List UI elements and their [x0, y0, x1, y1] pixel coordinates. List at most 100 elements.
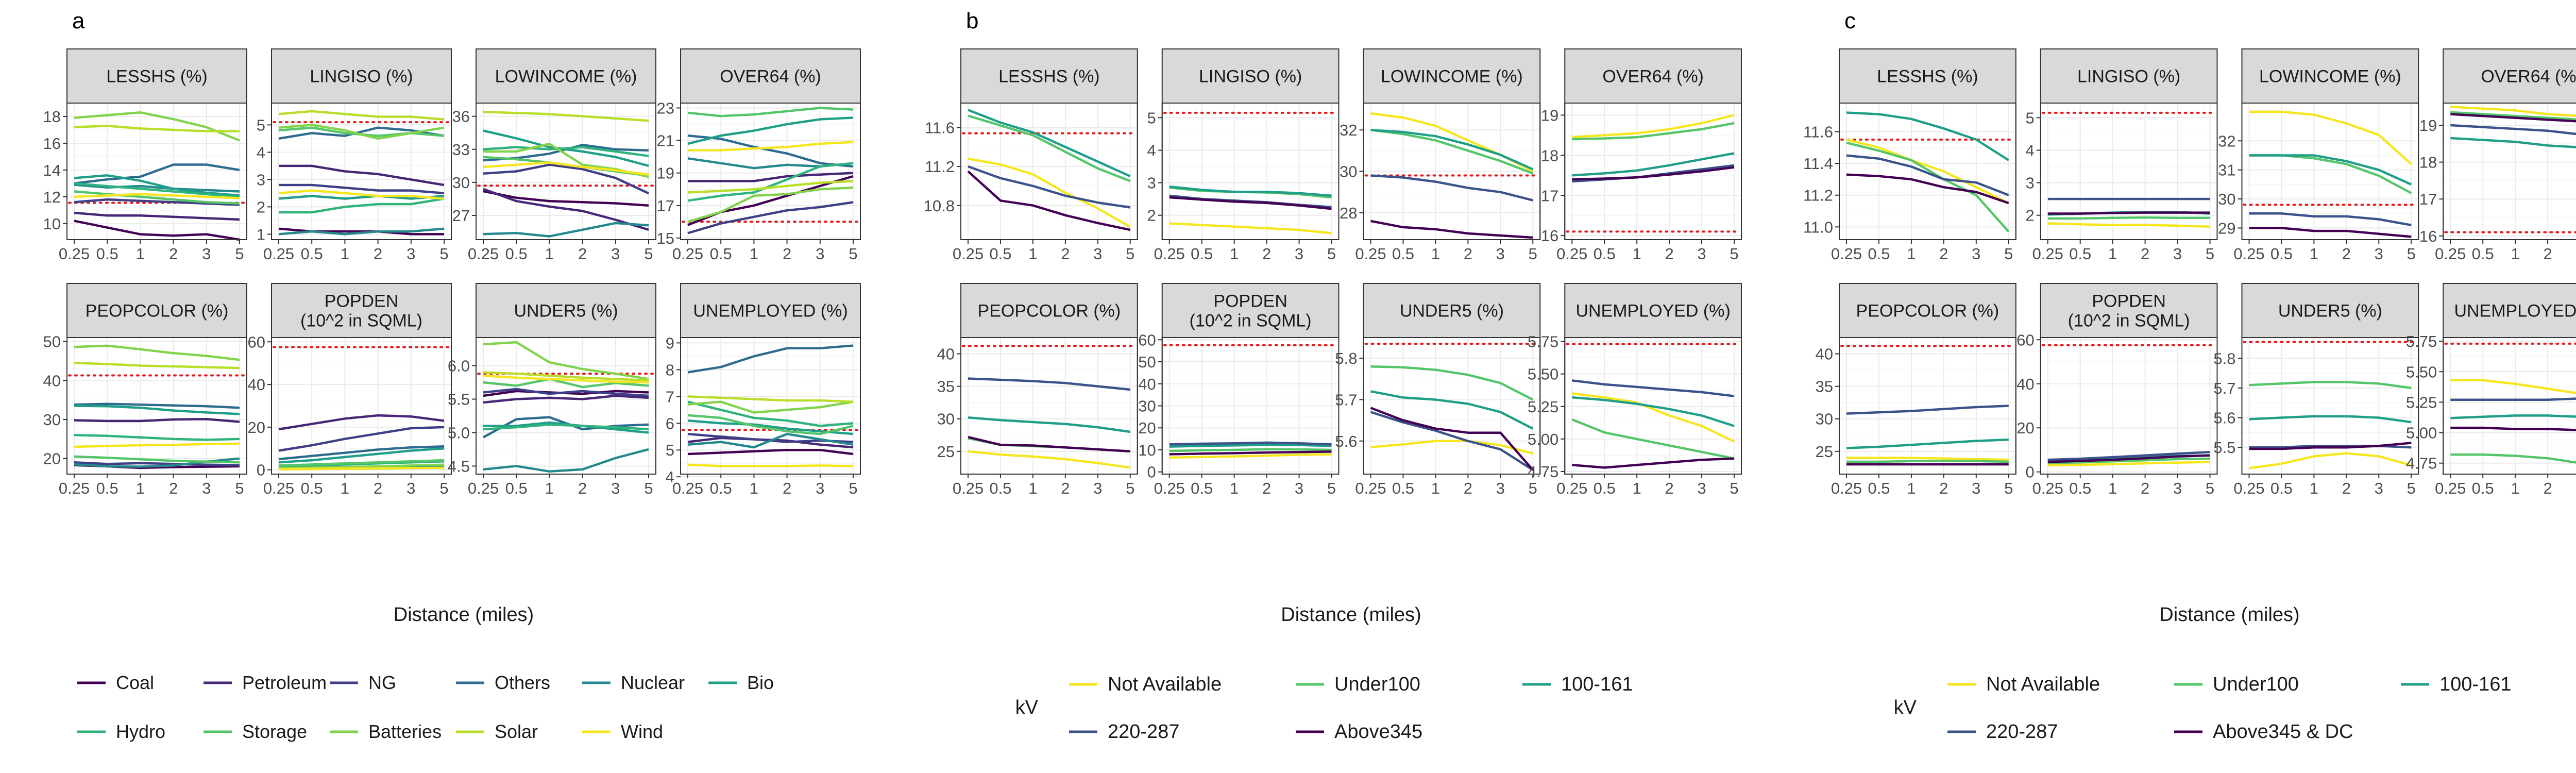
- y-tick-label: 29: [2218, 219, 2235, 237]
- x-tick-label: 3: [406, 479, 415, 497]
- y-tick-label: 5.8: [1335, 349, 1357, 367]
- series-line-above345: [1370, 407, 1534, 471]
- facet-title: UNDER5 (%): [2278, 301, 2382, 321]
- y-tick-label: 5: [2026, 109, 2035, 127]
- x-tick-label: 3: [1496, 245, 1505, 263]
- facet: UNEMPLOYED (%) 4 5 6 7 8 9 0.25 0.5 1 2 3 5: [666, 283, 861, 497]
- y-tick-label: 5: [257, 116, 265, 134]
- series-line-wind: [483, 374, 649, 384]
- y-tick-label: 5.00: [2406, 424, 2437, 442]
- x-tick-label: 0.25: [1154, 245, 1185, 263]
- series-line-above345: [1572, 166, 1735, 181]
- series-line-ng: [483, 388, 649, 397]
- y-tick-label: 2: [1147, 207, 1156, 225]
- y-tick-label: 4: [2026, 141, 2035, 159]
- x-tick-label: 1: [1230, 479, 1239, 497]
- x-tick-label: 2: [578, 479, 587, 497]
- facet-strip: [1564, 283, 1742, 338]
- x-tick-label: 0.25: [953, 479, 984, 497]
- x-tick-label: 2: [578, 245, 587, 263]
- facet-strip: [1161, 283, 1340, 338]
- y-tick-label: 3: [2026, 174, 2035, 192]
- series-line-above345: [1370, 220, 1533, 239]
- series-line-not-available: [2047, 461, 2210, 467]
- series-line-coal: [74, 220, 240, 241]
- x-tick-label: 0.25: [468, 479, 499, 497]
- series-line-ng: [687, 201, 854, 234]
- plot-panel-border: [1839, 337, 2016, 475]
- facet: POPDEN(10^2 in SQML) 0 20 40 60 0.25 0.5 1 2 3 5: [248, 283, 452, 497]
- series-line-not-available: [2249, 452, 2412, 469]
- series-line-wind: [278, 466, 445, 470]
- plot-panel-border: [2040, 103, 2218, 240]
- facet-strip: [2241, 48, 2419, 104]
- x-tick-label: 2: [1665, 245, 1673, 263]
- y-tick-label: 20: [1138, 419, 1156, 437]
- x-tick-label: 3: [2375, 245, 2383, 263]
- series-line-not-available: [968, 450, 1131, 469]
- facet-title: (10^2 in SQML): [2068, 311, 2190, 331]
- series-line-not-available: [1846, 138, 2009, 205]
- x-tick-label: 0.25: [263, 479, 294, 497]
- y-tick-label: 5: [666, 441, 674, 459]
- x-axis-title: Distance (miles): [2159, 604, 2299, 626]
- legend: kV Not Available Under100 100-161 220-287 Abo…: [1894, 674, 2512, 743]
- x-tick-label: 3: [611, 245, 620, 263]
- x-tick-label: 3: [1093, 479, 1102, 497]
- x-tick-label: 0.25: [2233, 245, 2264, 263]
- facet-strip: [680, 283, 861, 338]
- series-line-others: [687, 344, 854, 374]
- series-line-wind: [278, 189, 445, 200]
- series-line-ng: [279, 183, 445, 195]
- x-tick-label: 2: [1939, 479, 1948, 497]
- plot-panel: [2241, 337, 2419, 475]
- facet: LINGISO (%) 2 3 4 5 0.25 0.5 1 2 3 5: [2026, 48, 2218, 263]
- x-tick-label: 3: [1295, 479, 1303, 497]
- y-tick-label: 20: [43, 450, 61, 468]
- y-tick-label: 5: [1147, 109, 1156, 127]
- series-line-under100: [2047, 457, 2210, 464]
- series-line-under100: [1571, 418, 1735, 460]
- gridlines: [1565, 338, 1741, 474]
- x-tick-label: 0.5: [1868, 479, 1890, 497]
- x-tick-label: 0.25: [59, 479, 90, 497]
- series-line-under100: [2450, 453, 2576, 464]
- x-tick-label: 0.25: [672, 479, 703, 497]
- y-tick-label: 11.2: [1803, 187, 1833, 205]
- y-tick-label: 10.8: [924, 197, 955, 215]
- x-tick-label: 3: [1093, 245, 1102, 263]
- plot-panel-border: [680, 337, 861, 475]
- facet: LESSHS (%) 11.0 11.2 11.4 11.6 0.25 0.5 1 2 3 5: [1803, 48, 2016, 263]
- gridlines: [1162, 338, 1339, 474]
- series-line-batteries: [483, 341, 649, 380]
- legend-label: Petroleum: [242, 672, 327, 693]
- legend-label: Not Available: [1108, 674, 1222, 695]
- plot-panel-border: [960, 337, 1138, 475]
- series-line-under100: [1572, 122, 1735, 141]
- series-line-not-available: [2450, 379, 2576, 394]
- x-tick-label: 3: [816, 245, 824, 263]
- y-tick-label: 12: [43, 188, 61, 206]
- y-tick-label: 19: [1541, 106, 1558, 124]
- y-tick-label: 11.4: [1803, 155, 1833, 173]
- series-line-petroleum: [74, 417, 240, 423]
- x-tick-label: 0.5: [505, 245, 528, 263]
- y-tick-label: 5.25: [2406, 393, 2437, 411]
- y-tick-label: 5.7: [1335, 391, 1357, 409]
- x-tick-label: 1: [341, 479, 349, 497]
- series-line-bio: [278, 194, 445, 200]
- x-tick-label: 0.5: [1191, 245, 1213, 263]
- y-tick-label: 20: [248, 418, 265, 436]
- x-tick-label: 5: [1529, 479, 1537, 497]
- plot-panel: [1564, 103, 1742, 240]
- y-tick-label: 0: [1147, 463, 1156, 481]
- series-line-100-161: [2450, 414, 2576, 419]
- x-tick-label: 0.5: [301, 245, 323, 263]
- x-tick-label: 5: [644, 479, 653, 497]
- y-tick-label: 4.75: [2406, 455, 2437, 473]
- x-tick-label: 1: [1230, 245, 1239, 263]
- plot-panel-border: [1161, 103, 1340, 240]
